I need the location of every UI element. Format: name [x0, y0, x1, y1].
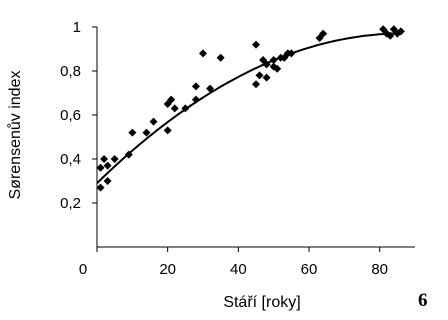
data-point — [269, 56, 278, 64]
x-tick-label: 20 — [159, 261, 176, 278]
data-point — [181, 104, 190, 113]
data-point — [396, 27, 405, 36]
data-point — [103, 177, 112, 185]
data-point — [262, 60, 271, 69]
data-point — [96, 163, 105, 172]
y-axis-ticks: 0,2 0,4 0,6 0,8 1 — [60, 19, 97, 212]
data-point — [216, 53, 225, 62]
data-point — [124, 150, 133, 159]
x-tick-label: 60 — [301, 261, 318, 278]
data-point — [252, 40, 260, 49]
data-point — [199, 49, 207, 58]
data-point — [191, 95, 200, 104]
data-point — [319, 29, 328, 38]
data-point — [110, 155, 119, 163]
data-point — [191, 82, 200, 91]
data-point — [386, 31, 395, 40]
x-axis-ticks: 0 20 40 60 80 — [79, 247, 388, 278]
x-tick-label: 80 — [371, 261, 388, 278]
y-axis-title: Sørensenův index — [6, 71, 24, 200]
data-point — [149, 117, 158, 126]
figure-number: 6 — [418, 290, 428, 311]
data-point — [103, 161, 112, 170]
data-point — [163, 126, 172, 135]
x-tick-label: 0 — [79, 261, 87, 278]
data-point — [100, 155, 109, 163]
x-tick-label: 40 — [230, 261, 247, 278]
data-point — [273, 64, 282, 73]
data-point — [128, 128, 137, 137]
data-point — [167, 95, 176, 104]
data-point — [206, 84, 215, 93]
plot-area: 0,2 0,4 0,6 0,8 1 0 20 40 60 80 — [60, 19, 415, 278]
x-axis-title: Stáří [roky] — [223, 294, 300, 311]
y-tick-label: 0,8 — [60, 63, 81, 80]
data-point — [262, 73, 271, 82]
data-points — [96, 25, 405, 192]
y-tick-label: 1 — [73, 19, 81, 36]
data-point — [142, 128, 151, 137]
data-point — [287, 49, 296, 58]
trendline — [96, 32, 398, 184]
data-point — [255, 71, 264, 80]
y-tick-label: 0,6 — [60, 107, 81, 124]
data-point — [252, 80, 260, 89]
y-tick-label: 0,4 — [60, 151, 81, 168]
data-point — [96, 183, 105, 192]
data-point — [170, 104, 179, 113]
y-tick-label: 0,2 — [60, 195, 81, 212]
